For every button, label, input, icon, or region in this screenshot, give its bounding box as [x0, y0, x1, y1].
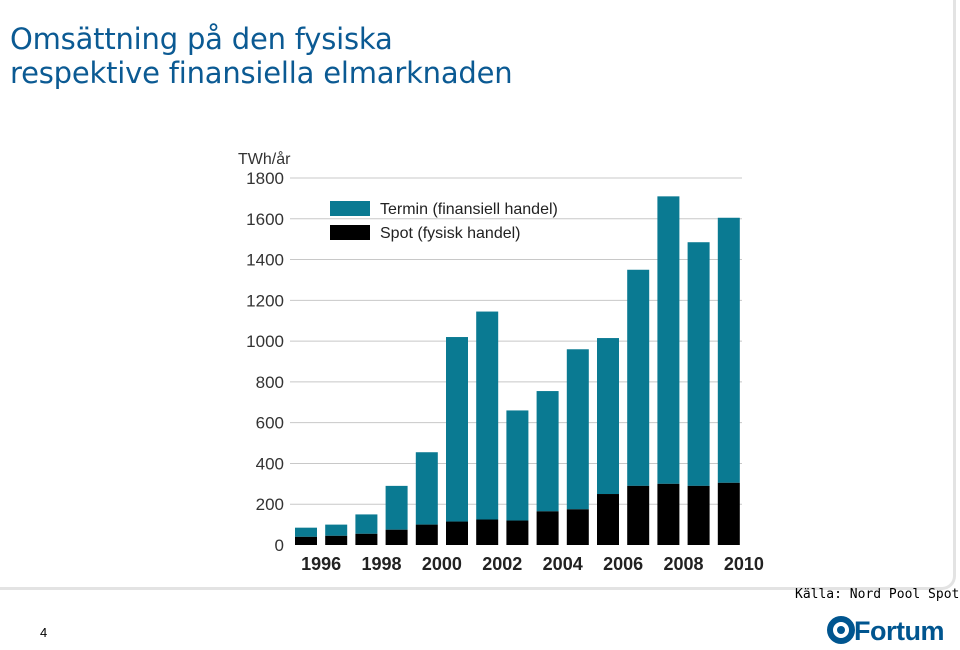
- x-tick-label: 2000: [422, 554, 462, 574]
- y-tick-label: 400: [256, 454, 284, 473]
- y-tick-label: 600: [256, 414, 284, 433]
- bar-spot: [476, 519, 499, 545]
- bar-spot: [717, 482, 740, 545]
- legend-swatch: [330, 225, 370, 240]
- legend: Termin (finansiell handel) Spot (fysisk h…: [330, 201, 558, 242]
- bar-spot: [355, 533, 378, 545]
- x-axis-ticks: 1996 1998 2000 2002 2004 2006 2008 2010: [301, 554, 764, 574]
- bar-spot: [566, 509, 589, 545]
- page-number: 4: [40, 625, 48, 640]
- source-note: Källa: Nord Pool Spot: [795, 587, 960, 602]
- slide-frame: [0, 0, 956, 590]
- y-tick-label: 1200: [246, 291, 284, 310]
- x-tick-label: 2010: [724, 554, 764, 574]
- bar-termin: [415, 452, 438, 525]
- bar-spot: [597, 494, 619, 545]
- bar-spot: [325, 535, 348, 545]
- y-tick-label: 0: [275, 536, 284, 555]
- y-tick-label: 1400: [246, 251, 284, 270]
- x-tick-label: 2006: [603, 554, 643, 574]
- bar-termin: [355, 514, 378, 534]
- fortum-logo-mark-icon: [827, 616, 855, 644]
- bar-spot: [536, 511, 559, 545]
- stacked-bar-chart: TWh/år 0 200 400 600 800 1000 1200 1400 1600 1800…: [238, 150, 764, 574]
- x-tick-label: 1998: [361, 554, 401, 574]
- fortum-logo[interactable]: Fortum: [827, 612, 957, 648]
- bar-spot: [627, 485, 650, 545]
- slide-title-line-1: Omsättning på den fysiska: [10, 22, 393, 56]
- bar-spot: [446, 521, 468, 545]
- y-tick-label: 800: [256, 373, 284, 392]
- slide-title: Omsättning på den fysiska respektive fin…: [10, 22, 513, 90]
- fortum-logo-text: Fortum: [854, 616, 944, 646]
- y-tick-label: 1800: [246, 169, 284, 188]
- bar-termin: [657, 196, 680, 484]
- bar-spot: [415, 524, 438, 545]
- y-tick-label: 1000: [246, 332, 284, 351]
- bars: [295, 196, 740, 545]
- bar-termin: [446, 337, 468, 522]
- bar-termin: [295, 527, 317, 537]
- bar-termin: [717, 217, 740, 483]
- y-tick-label: 200: [256, 495, 284, 514]
- bar-termin: [627, 269, 650, 486]
- bar-spot: [657, 483, 680, 545]
- y-tick-label: 1600: [246, 210, 284, 229]
- bar-termin: [597, 338, 619, 495]
- bar-spot: [385, 529, 408, 545]
- x-tick-label: 1996: [301, 554, 341, 574]
- bar-spot: [295, 536, 317, 545]
- bar-termin: [476, 311, 499, 520]
- x-tick-label: 2008: [663, 554, 703, 574]
- bar-termin: [385, 485, 408, 530]
- y-axis-ticks: 0 200 400 600 800 1000 1200 1400 1600 1800: [246, 169, 284, 555]
- legend-label: Spot (fysisk handel): [380, 225, 521, 242]
- legend-swatch: [330, 201, 370, 216]
- x-tick-label: 2002: [482, 554, 522, 574]
- bar-spot: [506, 520, 529, 545]
- bar-termin: [687, 242, 710, 486]
- bar-spot: [687, 485, 710, 545]
- fortum-logo-dot-icon: [837, 626, 845, 634]
- legend-label: Termin (finansiell handel): [380, 201, 558, 218]
- slide-title-line-2: respektive finansiella elmarknaden: [10, 56, 513, 90]
- y-axis-label: TWh/år: [238, 150, 291, 168]
- bar-termin: [506, 410, 529, 521]
- bar-termin: [536, 391, 559, 512]
- x-tick-label: 2004: [543, 554, 583, 574]
- bar-termin: [325, 524, 348, 536]
- bar-termin: [566, 349, 589, 510]
